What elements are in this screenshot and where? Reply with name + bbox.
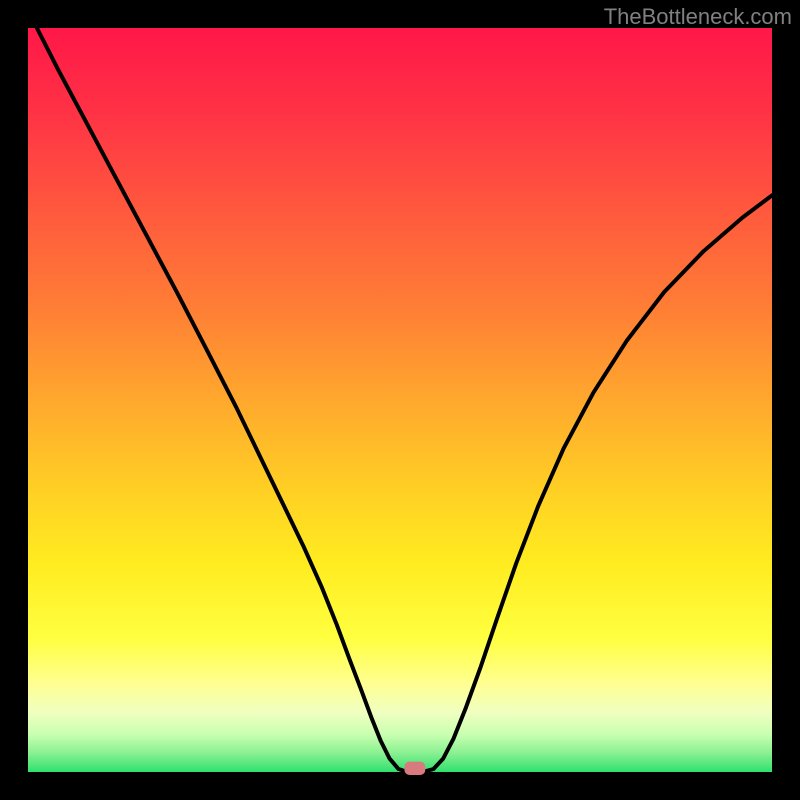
optimum-marker [404, 762, 425, 775]
chart-container: TheBottleneck.com [0, 0, 800, 800]
bottleneck-chart [0, 0, 800, 800]
watermark-text: TheBottleneck.com [604, 4, 792, 30]
plot-background [28, 28, 772, 772]
